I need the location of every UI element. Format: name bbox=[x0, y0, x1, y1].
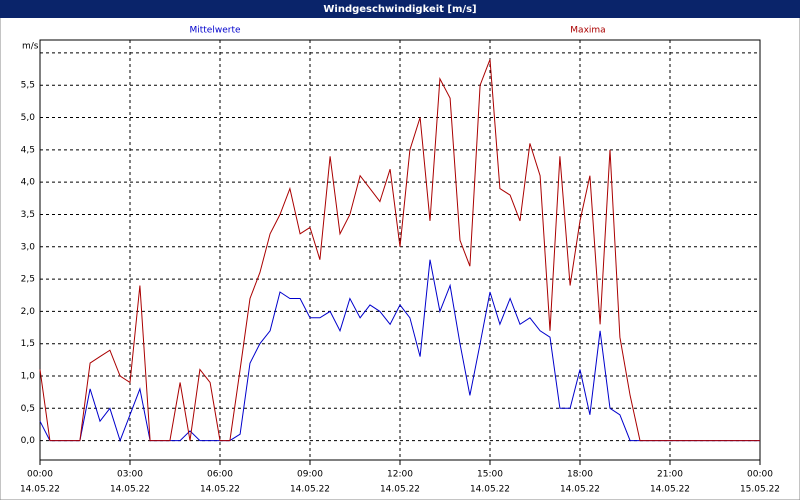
x-tick-label: 12:00 bbox=[387, 470, 413, 480]
x-tick-date: 14.05.22 bbox=[380, 485, 420, 495]
y-tick-label: 4,0 bbox=[21, 178, 36, 188]
x-tick-label: 06:00 bbox=[207, 470, 233, 480]
legend-label: Mittelwerte bbox=[189, 26, 240, 36]
y-tick-label: 2,0 bbox=[21, 307, 36, 317]
y-tick-label: 3,5 bbox=[21, 210, 35, 220]
x-tick-date: 14.05.22 bbox=[20, 485, 60, 495]
x-tick-date: 14.05.22 bbox=[650, 485, 690, 495]
x-tick-label: 00:00 bbox=[747, 470, 773, 480]
x-tick-label: 15:00 bbox=[477, 470, 503, 480]
y-tick-label: 5,0 bbox=[21, 113, 36, 123]
y-tick-label: 3,0 bbox=[21, 242, 36, 252]
y-tick-label: 4,5 bbox=[21, 145, 35, 155]
y-tick-label: 0,0 bbox=[21, 436, 36, 446]
y-tick-label: m/s bbox=[22, 41, 39, 51]
x-tick-date: 14.05.22 bbox=[200, 485, 240, 495]
y-tick-label: 0,5 bbox=[21, 404, 35, 414]
title-bar bbox=[0, 0, 800, 18]
x-tick-label: 00:00 bbox=[27, 470, 53, 480]
legend-label: Maxima bbox=[570, 26, 605, 36]
y-tick-label: 5,5 bbox=[21, 81, 35, 91]
y-tick-label: 1,0 bbox=[21, 372, 36, 382]
y-tick-label: 2,5 bbox=[21, 275, 35, 285]
x-tick-label: 21:00 bbox=[657, 470, 683, 480]
x-tick-label: 03:00 bbox=[117, 470, 143, 480]
x-tick-date: 14.05.22 bbox=[470, 485, 510, 495]
x-tick-label: 18:00 bbox=[567, 470, 593, 480]
x-tick-date: 14.05.22 bbox=[560, 485, 600, 495]
x-tick-label: 09:00 bbox=[297, 470, 323, 480]
series-line bbox=[39, 59, 760, 442]
chart-title: Windgeschwindigkeit [m/s] bbox=[323, 4, 476, 15]
x-tick-date: 15.05.22 bbox=[740, 485, 780, 495]
x-tick-date: 14.05.22 bbox=[110, 485, 150, 495]
x-tick-date: 14.05.22 bbox=[290, 485, 330, 495]
y-tick-label: 1,5 bbox=[21, 339, 35, 349]
